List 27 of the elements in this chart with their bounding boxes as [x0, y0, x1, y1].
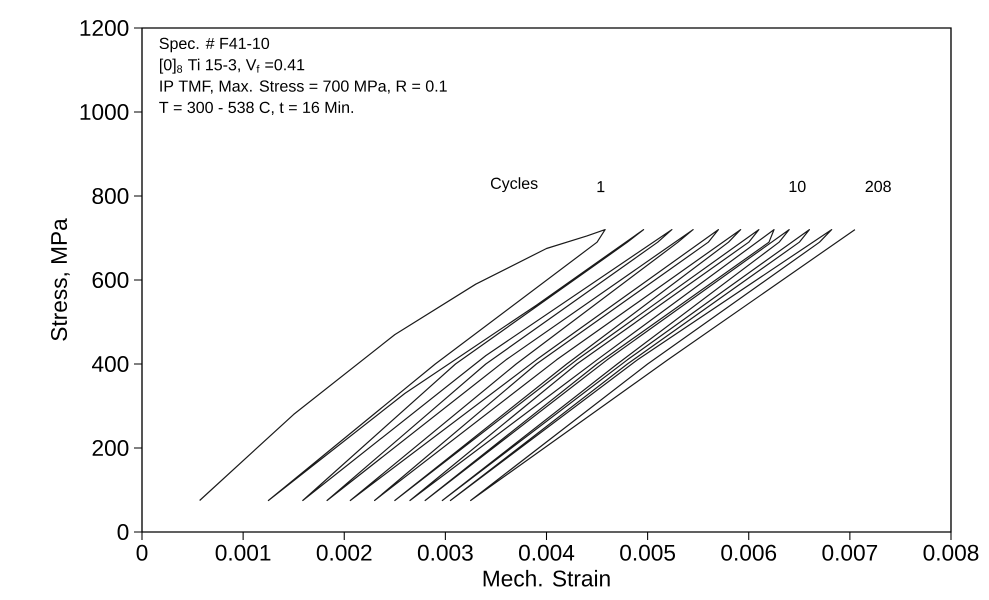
- annotation: 1: [597, 181, 604, 192]
- y-tick-label: 400: [92, 356, 128, 372]
- x-tick-label: 0.007: [822, 544, 878, 561]
- annotation: IP TMF, Max. Stress = 700 MPa, R = 0.1: [160, 80, 447, 94]
- x-tick-label: 0.006: [721, 544, 776, 561]
- annotation: [0]$_{8}$ Ti 15-3, V$_{f}$ =0.41: [160, 58, 304, 74]
- annotation: Spec. # F41-10: [160, 38, 270, 52]
- x-tick-label: 0.004: [519, 544, 574, 561]
- y-axis-title: Stress, MPa: [50, 218, 70, 341]
- y-tick-label: 1000: [80, 104, 128, 120]
- y-tick-label: 600: [92, 272, 128, 288]
- x-tick-label: 0.008: [924, 544, 978, 561]
- x-tick-label: 0.001: [216, 544, 270, 561]
- x-tick-label: 0.005: [620, 544, 676, 561]
- y-tick-label: 200: [92, 440, 128, 456]
- y-tick-label: 0: [118, 524, 128, 540]
- annotation: T = 300 - 538 C, t = 16 Min.: [159, 101, 354, 115]
- x-tick-label: 0.003: [418, 544, 473, 561]
- annotation: 208: [866, 180, 891, 192]
- annotation: 10: [790, 180, 806, 192]
- line-series: [199, 228, 856, 502]
- y-tick-label: 800: [92, 188, 128, 204]
- x-tick-label: 0.002: [316, 544, 372, 561]
- annotation: Cycles: [490, 177, 538, 192]
- x-axis-title: Mech. Strain: [484, 570, 610, 587]
- x-tick-label: 0: [136, 544, 148, 561]
- y-tick-label: 1200: [80, 20, 128, 36]
